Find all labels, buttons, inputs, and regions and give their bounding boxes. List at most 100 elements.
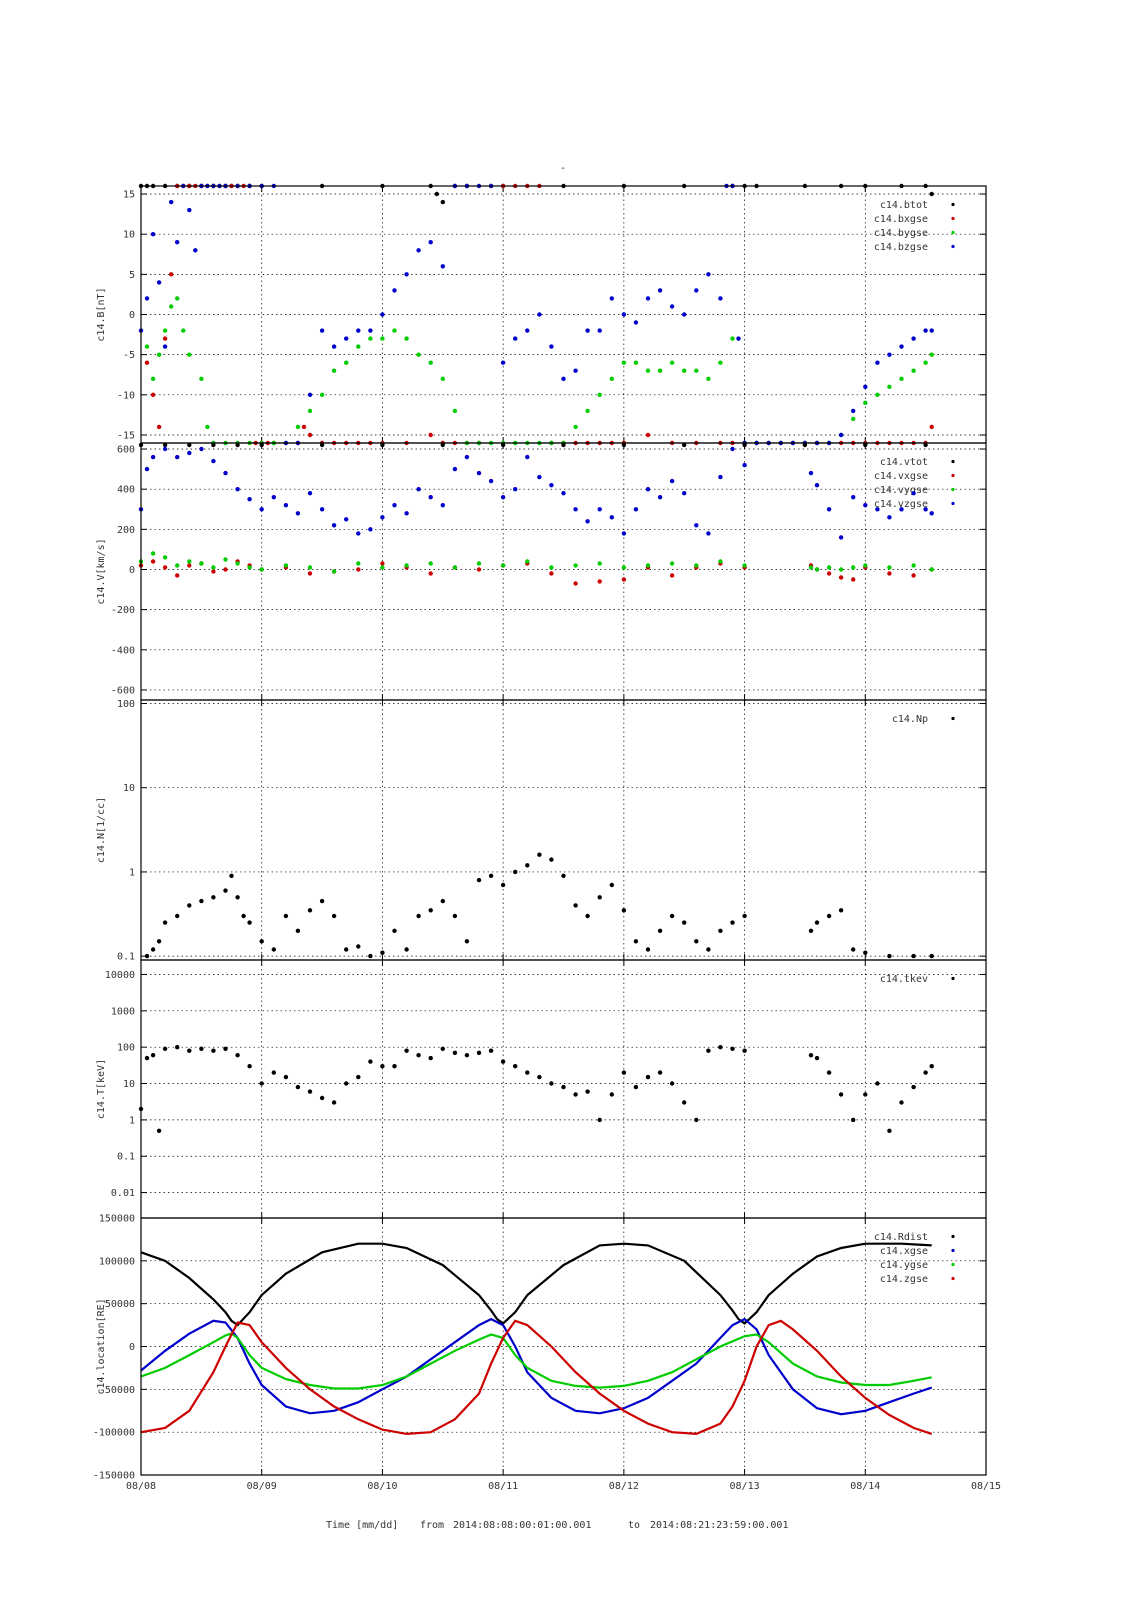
- data-point: [259, 442, 264, 448]
- series-c14.zgse: [140, 1319, 933, 1436]
- data-point: [597, 507, 602, 512]
- legend-marker: [951, 459, 955, 464]
- y-axis-label: c14.B[nT]: [96, 287, 107, 341]
- data-point: [838, 575, 844, 580]
- data-point: [621, 531, 627, 536]
- data-point: [368, 527, 373, 532]
- data-point: [899, 376, 904, 381]
- data-point: [621, 577, 627, 582]
- data-point: [863, 1092, 868, 1097]
- data-point: [585, 1089, 590, 1094]
- y-tick-label: -600: [111, 685, 135, 696]
- data-point: [537, 474, 542, 480]
- data-point: [156, 1128, 162, 1134]
- data-point: [356, 561, 361, 566]
- data-point: [187, 903, 192, 908]
- data-point: [331, 523, 337, 528]
- data-point: [307, 908, 313, 913]
- data-point: [150, 232, 156, 237]
- data-point: [488, 1048, 494, 1053]
- data-point: [440, 442, 445, 448]
- data-point: [392, 288, 397, 293]
- data-point: [416, 352, 421, 357]
- data-point: [193, 248, 198, 253]
- data-point: [307, 565, 313, 570]
- data-point: [368, 1059, 373, 1064]
- data-point: [838, 432, 844, 438]
- data-point: [344, 360, 349, 365]
- y-tick-label: 0.1: [117, 952, 135, 963]
- data-point: [368, 336, 373, 341]
- data-point: [150, 454, 156, 460]
- panel-frame: [140, 1217, 987, 1476]
- data-point: [392, 503, 397, 508]
- data-point: [440, 264, 445, 269]
- data-point: [428, 908, 433, 913]
- data-point: [223, 557, 228, 562]
- data-point: [476, 567, 482, 572]
- data-point: [428, 495, 433, 500]
- data-point: [428, 360, 433, 365]
- data-point: [344, 336, 349, 341]
- legend-marker: [951, 716, 955, 721]
- y-tick-label: -150000: [93, 1471, 135, 1482]
- data-point: [682, 442, 687, 448]
- data-point: [150, 392, 156, 397]
- data-point: [730, 336, 735, 341]
- data-point: [573, 903, 578, 908]
- data-point: [875, 392, 880, 397]
- series-c14.Np: [144, 852, 934, 959]
- data-point: [549, 857, 554, 862]
- data-point: [235, 487, 240, 492]
- data-point: [814, 483, 820, 488]
- data-point: [669, 478, 675, 484]
- data-point: [416, 248, 421, 253]
- data-point: [549, 344, 554, 349]
- series-c14.tkev: [138, 1045, 934, 1134]
- legend-marker: [951, 473, 955, 478]
- data-point: [162, 565, 168, 570]
- data-point: [730, 920, 735, 925]
- data-point: [259, 939, 264, 944]
- data-point: [344, 517, 349, 522]
- data-point: [162, 336, 168, 341]
- data-point: [585, 328, 590, 333]
- data-point: [802, 442, 808, 448]
- y-tick-label: 1000: [111, 1006, 135, 1017]
- data-point: [380, 515, 385, 520]
- data-point: [181, 328, 186, 333]
- data-point: [356, 531, 361, 536]
- series-line: [140, 1319, 933, 1436]
- y-tick-label: 0.01: [111, 1188, 135, 1199]
- data-point: [156, 280, 162, 285]
- to-label: to: [628, 1520, 640, 1531]
- data-point: [175, 240, 180, 245]
- data-point: [911, 953, 916, 959]
- y-axis-label: c14.V[km/s]: [96, 538, 107, 604]
- data-point: [440, 503, 445, 508]
- data-point: [851, 565, 856, 570]
- data-point: [356, 328, 361, 333]
- data-point: [573, 424, 578, 430]
- data-point: [621, 908, 627, 913]
- data-point: [464, 454, 470, 460]
- data-point: [621, 442, 627, 448]
- data-point: [597, 392, 602, 397]
- data-point: [923, 360, 928, 365]
- y-tick-label: -100000: [93, 1428, 135, 1439]
- data-point: [718, 296, 723, 301]
- data-point: [187, 450, 192, 456]
- data-point: [271, 1070, 276, 1075]
- data-point: [223, 1046, 228, 1052]
- legend-label: c14.vtot: [880, 457, 928, 468]
- data-point: [887, 571, 892, 576]
- grid: [141, 1218, 986, 1475]
- y-tick-label: 10000: [105, 970, 135, 981]
- x-tick-label: 08/12: [609, 1481, 639, 1492]
- data-point: [380, 336, 385, 341]
- data-point: [259, 507, 264, 512]
- data-point: [175, 1045, 180, 1050]
- data-point: [144, 953, 150, 959]
- data-point: [452, 913, 458, 919]
